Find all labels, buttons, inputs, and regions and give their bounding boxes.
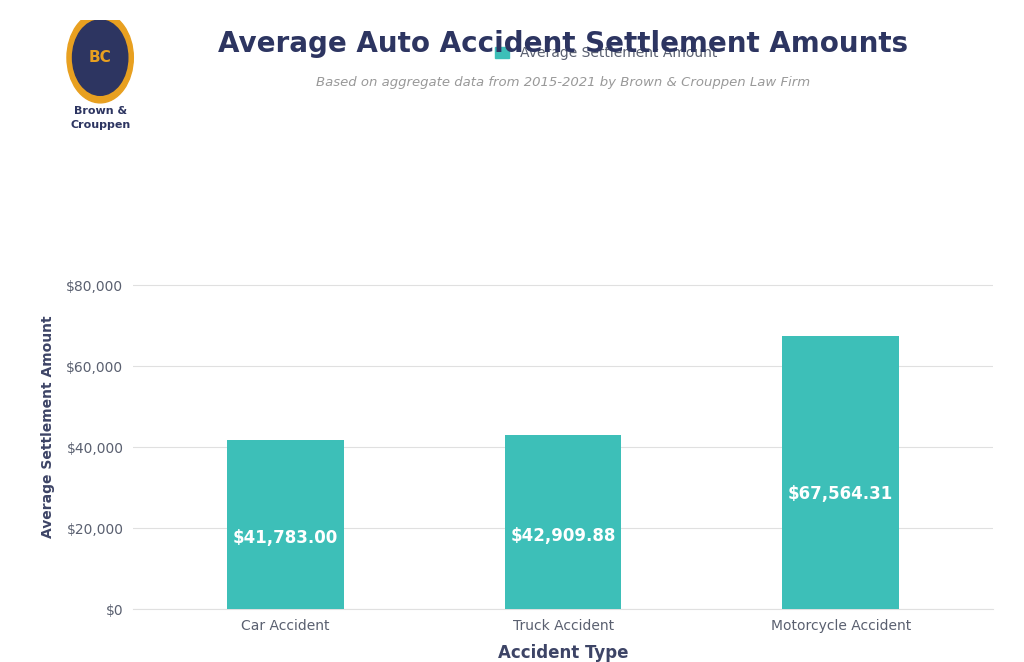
Bar <box>505 436 622 609</box>
Text: BC: BC <box>89 50 112 65</box>
Circle shape <box>73 20 128 95</box>
Text: Brown &
Crouppen: Brown & Crouppen <box>70 107 130 130</box>
Circle shape <box>67 13 133 103</box>
Text: Average Auto Accident Settlement Amounts: Average Auto Accident Settlement Amounts <box>218 30 908 58</box>
X-axis label: Accident Type: Accident Type <box>498 644 629 662</box>
Y-axis label: Average Settlement Amount: Average Settlement Amount <box>41 316 55 538</box>
Bar <box>227 440 344 609</box>
Bar <box>782 336 899 609</box>
Text: Based on aggregate data from 2015-2021 by Brown & Crouppen Law Firm: Based on aggregate data from 2015-2021 b… <box>316 76 810 89</box>
Legend: Average Settlement Amount: Average Settlement Amount <box>489 40 723 66</box>
Text: $42,909.88: $42,909.88 <box>511 527 615 545</box>
Text: $41,783.00: $41,783.00 <box>233 529 338 547</box>
Text: $67,564.31: $67,564.31 <box>788 485 893 503</box>
